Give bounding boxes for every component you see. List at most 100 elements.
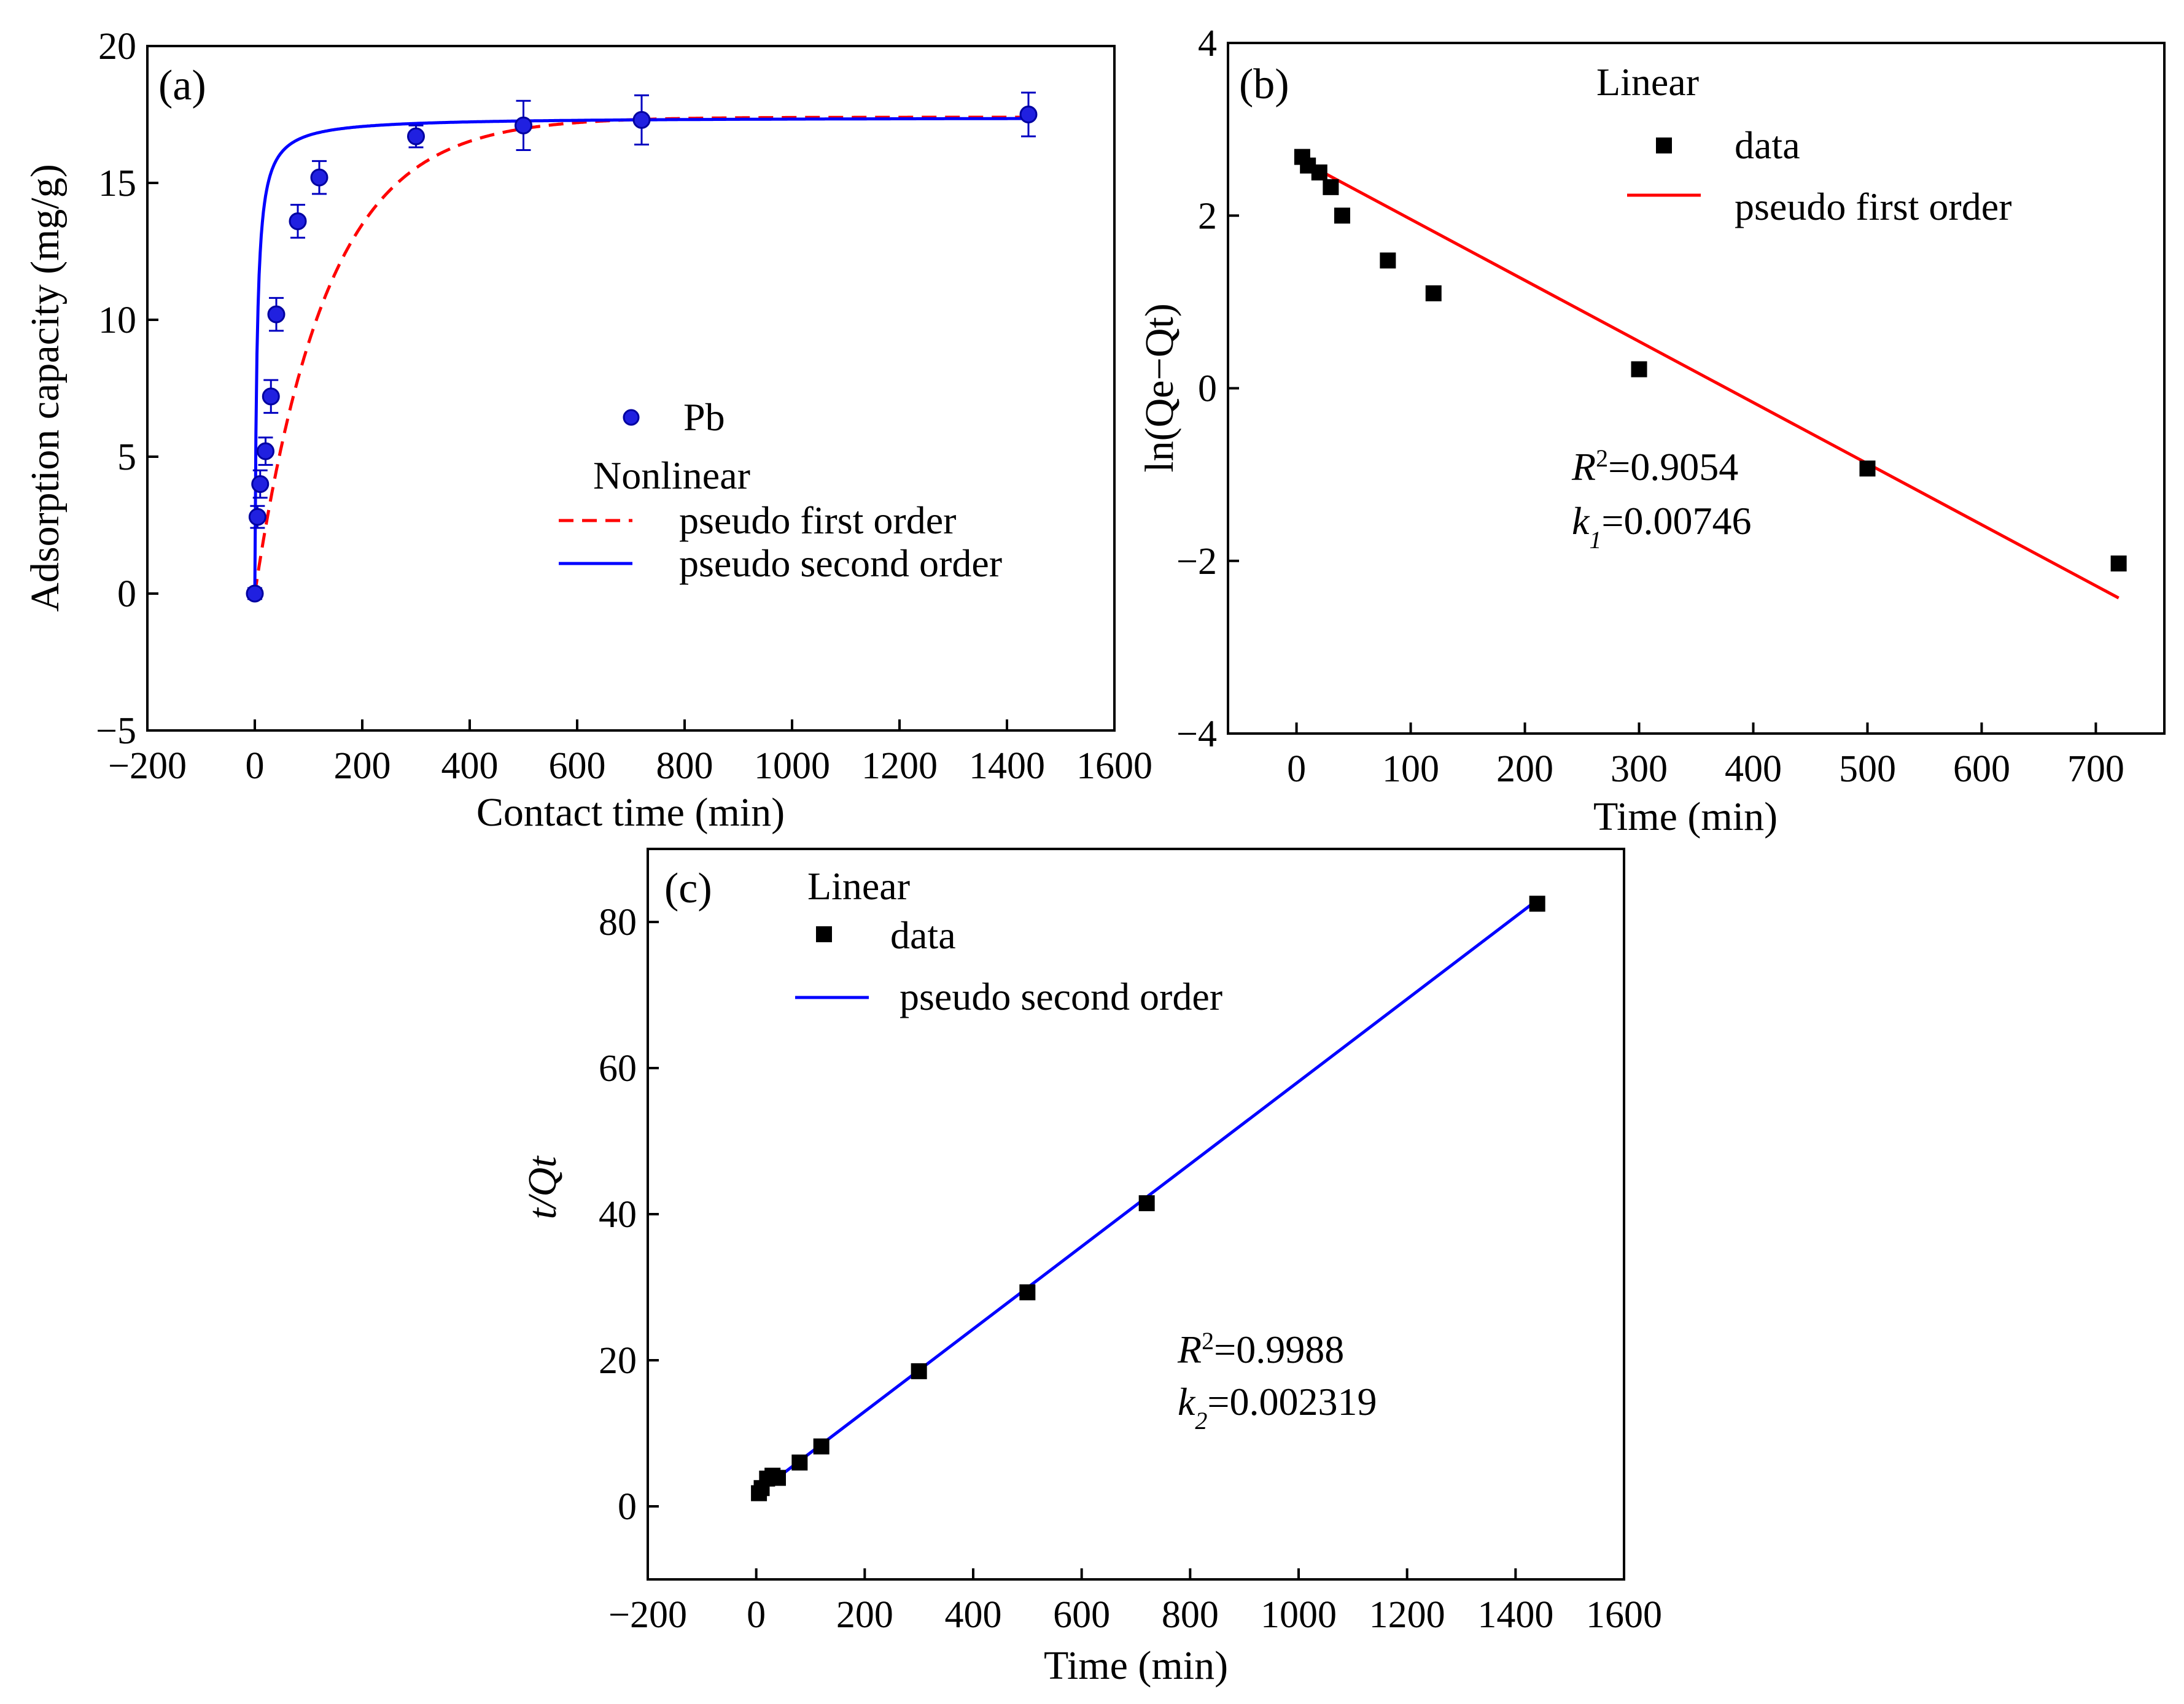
panel-b-x-axis-title: Time (min) — [1593, 794, 1778, 839]
y-tick-label: 5 — [117, 436, 136, 478]
x-tick-label: 200 — [836, 1594, 893, 1636]
data-point — [289, 212, 307, 230]
y-tick-label: 60 — [599, 1048, 637, 1090]
legend-b-data-marker — [1656, 137, 1672, 153]
panel-b-legend: Linear data pseudo first order — [1596, 60, 2011, 228]
legend-b-title: Linear — [1596, 60, 1699, 104]
x-tick-label: 1200 — [861, 745, 938, 787]
panel-a: −200 0 200 400 600 800 1000 1200 1400 1600 −5 0 5 10 1… — [23, 26, 1152, 835]
legend-nonlinear-title: Nonlinear — [593, 454, 750, 497]
x-tick-label: 400 — [945, 1594, 1002, 1636]
x-tick-label: 1000 — [754, 745, 830, 787]
legend-b-line-label: pseudo first order — [1735, 185, 2011, 228]
y-tick-label: 15 — [98, 163, 136, 204]
y-tick-label: 40 — [599, 1194, 637, 1236]
data-point — [1631, 361, 1647, 378]
panel-a-frame — [146, 45, 1116, 732]
data-point — [515, 116, 532, 134]
x-tick-label: 200 — [1496, 748, 1553, 790]
legend-pb-label: Pb — [683, 395, 725, 439]
panel-b-annotation: R2=0.9054 k1=0.00746 — [1571, 444, 1752, 554]
x-tick-label: 800 — [1162, 1594, 1219, 1636]
panel-c-k2: k2=0.002319 — [1178, 1380, 1377, 1435]
x-tick-label: 0 — [1287, 748, 1306, 790]
panel-b-points — [1294, 149, 2127, 571]
x-tick-label: 1000 — [1261, 1594, 1337, 1636]
data-point — [407, 127, 425, 145]
y-tick-label: 10 — [98, 300, 136, 341]
legend-b-data-label: data — [1735, 123, 1800, 167]
panel-b-curves — [1301, 160, 2120, 600]
legend-pb-marker — [623, 409, 640, 426]
panel-b-y-axis-title: ln(Qe−Qt) — [1137, 303, 1182, 472]
legend-c-line-label: pseudo second order — [900, 975, 1222, 1018]
data-point — [791, 1454, 808, 1471]
panel-a-y-axis-title: Adsorption capacity (mg/g) — [23, 164, 68, 611]
data-point — [770, 1470, 786, 1486]
panel-c-annotation: R2=0.9988 k2=0.002319 — [1177, 1327, 1377, 1435]
series-line-pseudo-first-order — [1301, 160, 2120, 600]
y-tick-label: 80 — [599, 902, 637, 943]
data-point — [1019, 106, 1038, 123]
panel-b-k1: k1=0.00746 — [1572, 499, 1752, 554]
data-point — [1138, 1195, 1155, 1212]
panel-b-frame — [1227, 42, 2166, 735]
data-point — [248, 508, 266, 526]
panel-c-label: (c) — [664, 865, 712, 912]
data-point — [1019, 1284, 1036, 1301]
panel-c-legend: Linear data pseudo second order — [795, 864, 1222, 1018]
x-tick-label: 200 — [334, 745, 391, 787]
data-point — [251, 475, 270, 494]
x-tick-label: 600 — [1953, 748, 2010, 790]
panel-b-label: (b) — [1239, 61, 1289, 108]
y-tick-label: 20 — [599, 1340, 637, 1382]
legend-pso-label: pseudo second order — [679, 541, 1002, 585]
panel-c-y-axis-title: t/Qt — [520, 1155, 565, 1219]
data-point — [1334, 207, 1350, 224]
panel-a-ticks: −200 0 200 400 600 800 1000 1200 1400 1600 −5 0 5 10 1… — [96, 26, 1152, 787]
panel-b-r2: R2=0.9054 — [1571, 444, 1738, 489]
x-tick-label: 0 — [246, 745, 265, 787]
legend-c-data-label: data — [890, 913, 956, 957]
y-tick-label: 0 — [618, 1486, 637, 1528]
panel-a-legend: Pb Nonlinear pseudo first order pseudo s… — [559, 395, 1002, 585]
panel-a-x-axis-title: Contact time (min) — [476, 790, 785, 835]
data-point — [1380, 252, 1396, 269]
panel-c-points — [751, 896, 1545, 1501]
data-point — [1529, 896, 1545, 912]
y-tick-label: 0 — [1198, 368, 1217, 410]
data-point — [246, 584, 264, 603]
data-point — [1425, 285, 1442, 301]
panel-a-label: (a) — [158, 62, 206, 109]
panel-c-ticks: −200 0 200 400 600 800 1000 1200 1400 1600 0 20 40 60… — [599, 902, 1662, 1636]
data-point — [632, 110, 651, 129]
data-point — [2110, 555, 2127, 571]
data-point — [1323, 179, 1339, 195]
legend-c-data-marker — [816, 926, 832, 942]
x-tick-label: 300 — [1611, 748, 1668, 790]
panel-b: 0 100 200 300 400 500 600 700 −4 −2 0 2 4 (b) Time (… — [1137, 23, 2166, 839]
y-tick-label: 0 — [117, 573, 136, 615]
x-tick-label: 1600 — [1076, 745, 1152, 787]
panel-b-ticks: 0 100 200 300 400 500 600 700 −4 −2 0 2 4 — [1176, 23, 2124, 790]
data-point — [310, 168, 328, 187]
data-point — [1859, 460, 1876, 477]
panel-a-points — [246, 91, 1038, 603]
x-tick-label: 800 — [656, 745, 713, 787]
y-tick-label: −4 — [1176, 713, 1217, 755]
x-tick-label: 100 — [1382, 748, 1439, 790]
x-tick-label: 400 — [1725, 748, 1782, 790]
y-tick-label: −2 — [1176, 541, 1217, 583]
data-point — [911, 1363, 927, 1379]
x-tick-label: 600 — [1053, 1594, 1110, 1636]
data-point — [813, 1438, 830, 1455]
x-tick-label: −200 — [108, 745, 187, 787]
panel-c-r2: R2=0.9988 — [1177, 1327, 1344, 1372]
panel-c-x-axis-title: Time (min) — [1044, 1643, 1228, 1688]
y-tick-label: −5 — [96, 710, 136, 752]
y-tick-label: 2 — [1198, 195, 1217, 237]
x-tick-label: 1600 — [1586, 1594, 1662, 1636]
x-tick-label: 500 — [1839, 748, 1896, 790]
